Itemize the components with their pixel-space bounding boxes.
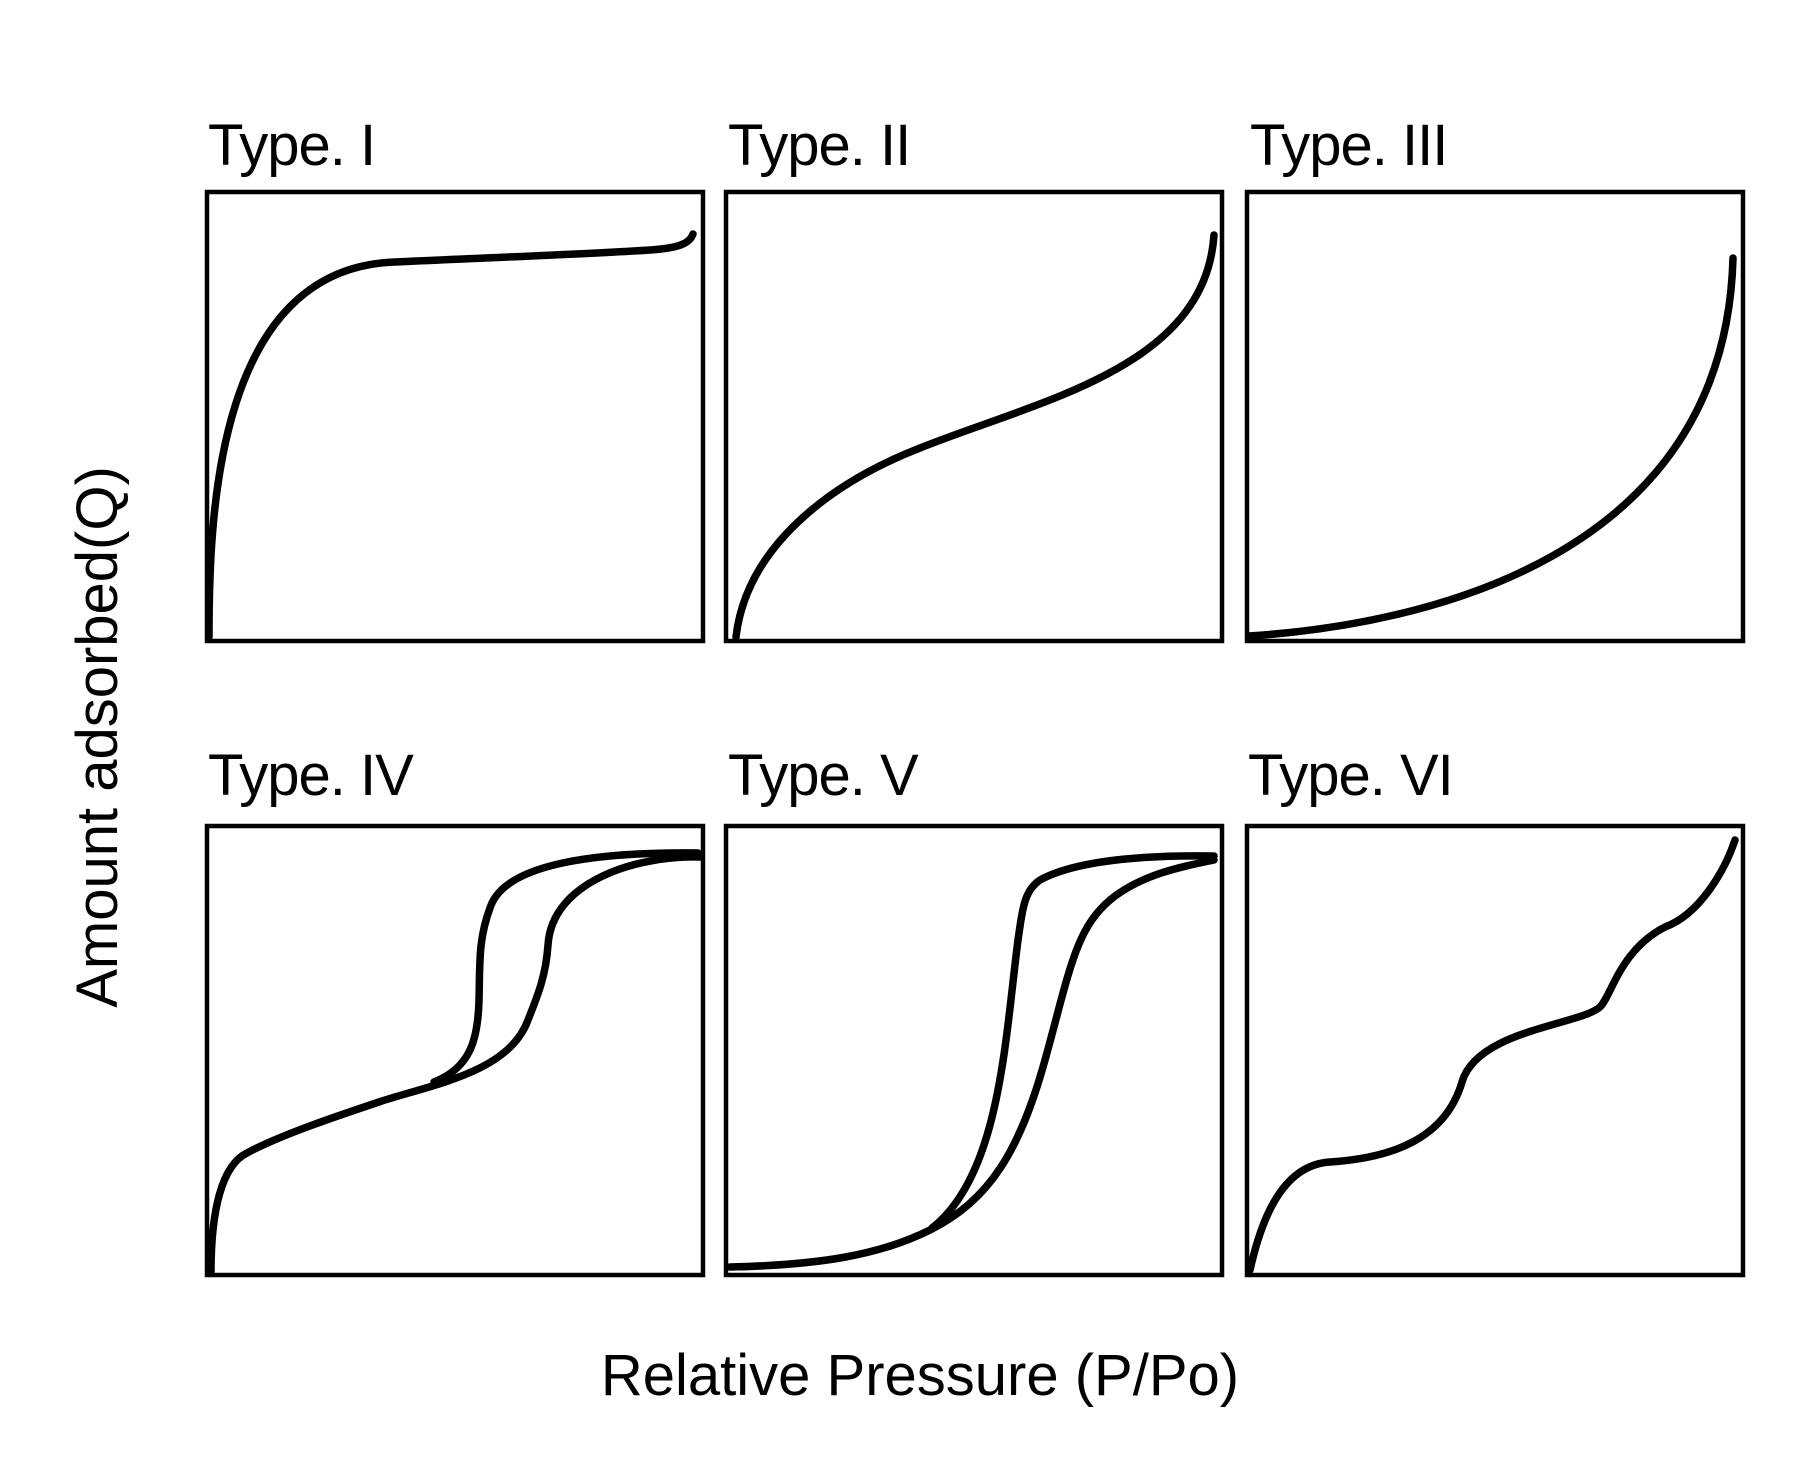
desorption-branch	[928, 852, 1218, 1232]
panel-frame	[723, 189, 1225, 644]
panel-type-2	[723, 189, 1225, 644]
adsorption-branch	[207, 853, 704, 1276]
panel-type-4	[204, 823, 706, 1278]
panel-type-3	[1244, 189, 1746, 644]
panel-type-5	[723, 823, 1225, 1278]
adsorption-branch	[726, 856, 1218, 1271]
isotherm-curve	[1245, 254, 1737, 640]
x-axis-label: Relative Pressure (P/Po)	[601, 1343, 1239, 1408]
y-axis-label: Amount adsorbed(Q)	[65, 466, 130, 1008]
panel-frame	[723, 823, 1225, 1278]
panel-frame	[1244, 823, 1746, 1278]
panel-type-6	[1244, 823, 1746, 1278]
panel-title-type-3: Type. III	[1250, 113, 1447, 178]
panel-type-1	[204, 189, 706, 644]
isotherm-curve	[205, 230, 697, 641]
panel-title-type-2: Type. II	[728, 113, 910, 178]
panel-title-type-5: Type. V	[728, 743, 919, 808]
panel-title-type-4: Type. IV	[208, 743, 414, 808]
panel-frame	[204, 823, 706, 1278]
panel-title-type-1: Type. I	[208, 113, 375, 178]
desorption-branch	[430, 849, 702, 1086]
isotherm-curve	[732, 231, 1218, 641]
panel-title-type-6: Type. VI	[1248, 743, 1453, 808]
panel-frame	[1244, 189, 1746, 644]
isotherm-curve	[1246, 836, 1739, 1274]
panel-frame	[204, 189, 706, 644]
